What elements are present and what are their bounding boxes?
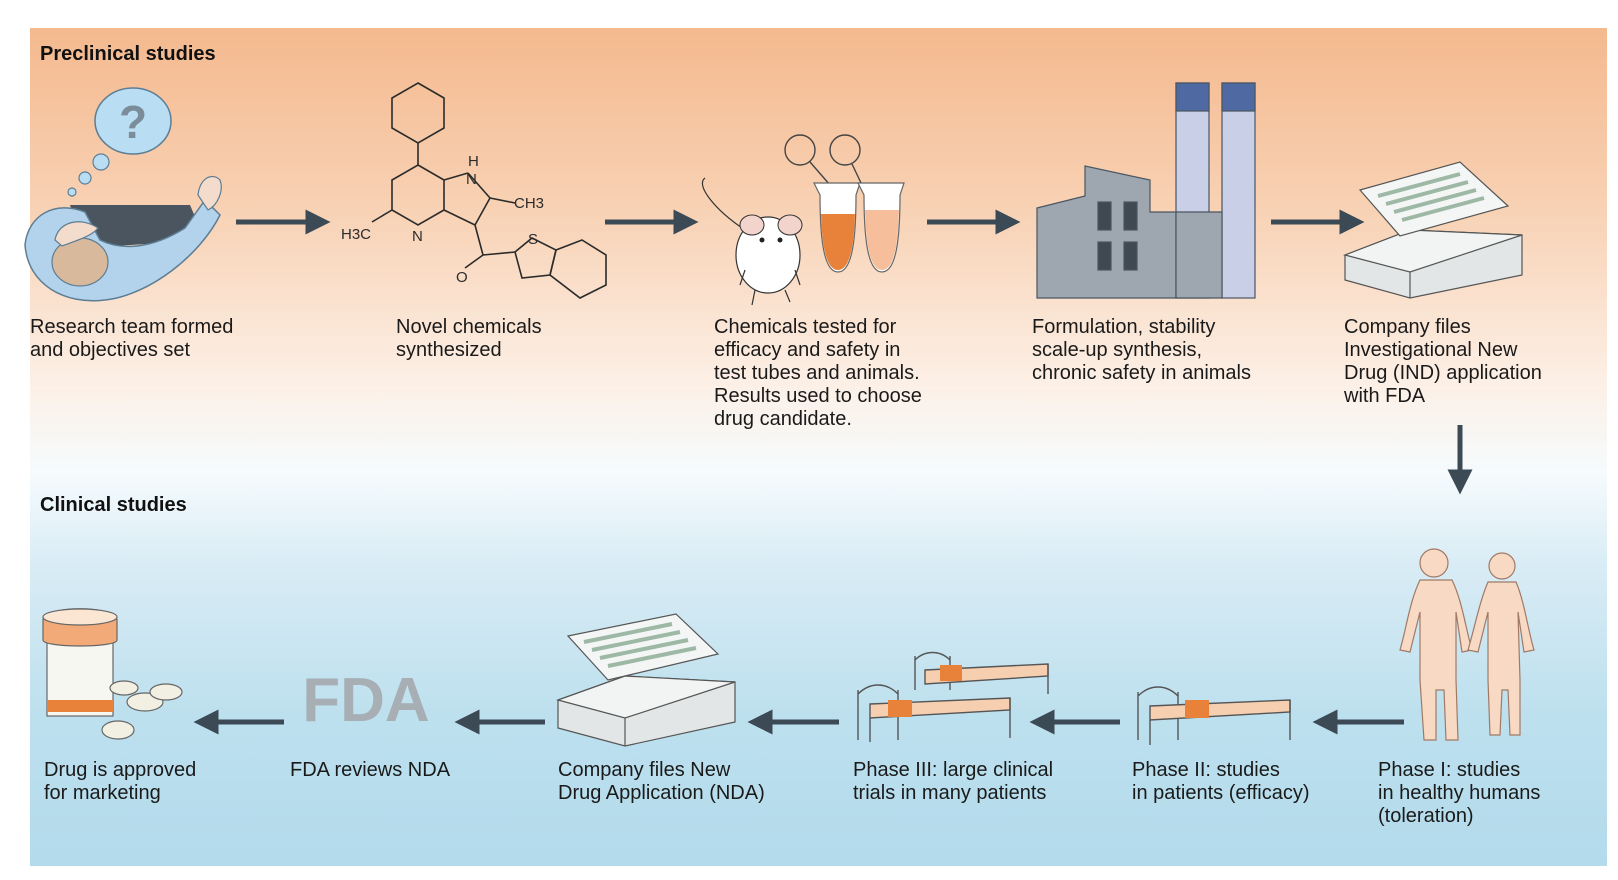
step-novel-chemicals: Novel chemicals synthesized (396, 316, 542, 361)
svg-text:N: N (412, 228, 423, 245)
svg-text:O: O (456, 269, 468, 286)
flow-arrows (193, 209, 1473, 735)
diagram-background (30, 28, 1607, 866)
test-tubes-illustration (784, 134, 905, 273)
question-mark-icon: ? (119, 96, 147, 148)
section-title-preclinical: Preclinical studies (40, 43, 216, 65)
step-approved: Drug is approved for marketing (44, 759, 197, 804)
section-title-clinical: Clinical studies (40, 494, 187, 516)
researcher-illustration: ? (24, 87, 222, 302)
svg-text:H3C: H3C (341, 226, 371, 243)
step-chemicals-tested: Chemicals tested for efficacy and safety… (714, 316, 922, 430)
ind-document-box (1343, 161, 1523, 299)
factory-illustration (1036, 82, 1256, 299)
phase2-bed-illustration (1137, 686, 1291, 745)
nda-document-box (555, 613, 736, 747)
step-fda-reviews: FDA reviews NDA (290, 759, 451, 781)
thought-bubble (94, 87, 172, 155)
phase3-beds-illustration (857, 651, 1049, 742)
step-formulation: Formulation, stability scale-up synthesi… (1032, 316, 1251, 384)
svg-text:S: S (528, 231, 538, 248)
pill-bottle-illustration (42, 608, 183, 740)
healthy-humans-illustration (1399, 548, 1535, 741)
step-company-ind: Company files Investigational New Drug (… (1344, 316, 1542, 407)
chemical-labels: H N CH3 H3C N S O (341, 153, 544, 286)
fda-logo: FDA (302, 666, 429, 735)
step-research-team: Research team formed and objectives set (30, 316, 234, 361)
svg-text:N: N (466, 171, 477, 188)
step-phase1: Phase I: studies in healthy humans (tole… (1378, 759, 1541, 827)
svg-text:H: H (468, 153, 479, 170)
chemical-structure (371, 82, 607, 299)
step-phase3: Phase III: large clinical trials in many… (853, 759, 1054, 804)
step-phase2: Phase II: studies in patients (efficacy) (1132, 759, 1310, 804)
mouse-illustration (701, 177, 803, 306)
svg-text:CH3: CH3 (514, 195, 544, 212)
step-company-nda: Company files New Drug Application (NDA) (558, 759, 765, 804)
